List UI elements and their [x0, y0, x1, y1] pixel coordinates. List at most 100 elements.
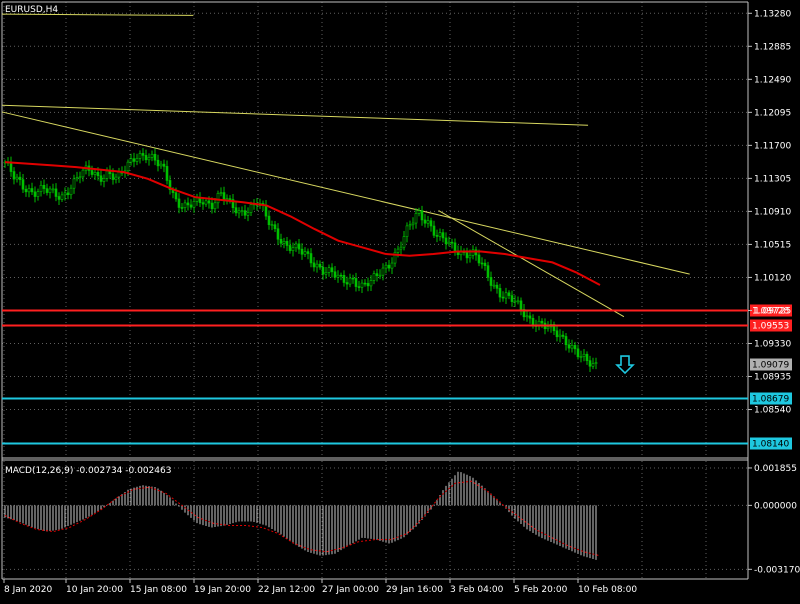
candle-body — [381, 267, 385, 276]
candle-body — [588, 360, 592, 367]
axes-frame — [1, 1, 749, 580]
candle-body — [321, 266, 325, 275]
price-axis[interactable]: 1.13280 1.12885 1.12490 1.12095 1.11700 1.113… — [748, 9, 791, 416]
candle-body — [249, 204, 253, 213]
trendline[interactable] — [438, 210, 625, 318]
time-tick-label: 27 Jan 00:00 — [322, 585, 379, 595]
time-axis[interactable]: 8 Jan 2020 10 Jan 20:00 15 Jan 08:00 19 Jan… — [3, 579, 637, 595]
candle-body — [246, 212, 250, 216]
candle-body — [117, 171, 121, 178]
candle-body — [93, 172, 97, 175]
candle-body — [141, 153, 145, 156]
candle-body — [81, 169, 85, 178]
price-tick-label: 1.09330 — [754, 339, 791, 349]
price-tick-label: 1.12095 — [754, 108, 791, 118]
candle-body — [432, 225, 436, 236]
candle-body — [39, 184, 43, 192]
level-price-tag — [750, 437, 792, 450]
time-tick-label: 10 Jan 20:00 — [66, 585, 123, 595]
price-tick-label: 1.08935 — [754, 372, 791, 382]
candle-body — [15, 176, 19, 180]
candle-body — [270, 224, 274, 226]
candle-body — [228, 198, 232, 200]
candle-body — [570, 345, 574, 349]
candle-body — [420, 210, 424, 221]
candle-body — [378, 274, 382, 277]
candle-body — [273, 224, 277, 230]
trendline[interactable] — [1, 13, 194, 16]
macd-tick-label: -0.003170 — [754, 565, 800, 575]
candle-body — [51, 188, 55, 191]
candle-body — [183, 202, 187, 208]
trendline[interactable] — [1, 111, 690, 275]
candle-body — [450, 241, 454, 244]
candle-body — [339, 274, 343, 277]
macd-tick-label: 0.000000 — [754, 501, 797, 511]
candle-body — [336, 274, 340, 278]
candle-body — [408, 224, 412, 227]
candle-body — [42, 184, 46, 189]
candle-body — [303, 251, 307, 255]
candle-body — [348, 277, 352, 285]
signal-markers — [615, 355, 635, 375]
candle-body — [285, 240, 289, 246]
macd-pane — [4, 471, 601, 560]
candle-body — [540, 320, 544, 324]
candle-body — [528, 315, 532, 319]
candle-body — [69, 187, 73, 196]
price-tick-label: 1.11305 — [754, 174, 791, 184]
price-tick-label: 1.10120 — [754, 273, 791, 283]
candle-body — [12, 171, 16, 180]
candle-body — [507, 292, 511, 296]
candle-body — [66, 192, 70, 196]
time-tick-label: 5 Feb 20:00 — [514, 585, 568, 595]
moving-average — [4, 161, 601, 286]
candle-body — [54, 188, 58, 197]
price-tick-label: 1.12490 — [754, 75, 791, 85]
trendline[interactable] — [1, 104, 589, 126]
candle-body — [237, 210, 241, 214]
candle-body — [594, 362, 598, 364]
candle-body — [324, 272, 328, 275]
time-tick-label: 3 Feb 04:00 — [450, 585, 504, 595]
candle-body — [576, 348, 580, 358]
candle-body — [429, 220, 433, 227]
candle-body — [9, 162, 13, 172]
candle-body — [300, 248, 304, 255]
candle-body — [192, 201, 196, 208]
candle-body — [489, 277, 493, 286]
candle-body — [150, 153, 154, 158]
candle-body — [174, 192, 178, 200]
candle-body — [156, 159, 160, 167]
candle-body — [294, 243, 298, 249]
candle-body — [453, 242, 457, 252]
candle-body — [216, 193, 220, 204]
horizontal-levels[interactable]: 1.09728 1.09553 1.09079 1.08679 1.08140 — [2, 304, 792, 450]
price-tick-label: 1.08540 — [754, 406, 791, 416]
candle-body — [162, 163, 166, 167]
candle-body — [510, 295, 514, 302]
candle-body — [375, 273, 379, 276]
candle-body — [129, 158, 133, 163]
trendlines[interactable] — [1, 13, 690, 318]
candle-body — [312, 262, 316, 268]
candle-body — [426, 220, 430, 224]
candle-body — [306, 251, 310, 254]
macd-title: MACD(12,26,9) -0.002734 -0.002463 — [5, 466, 171, 476]
candle-body — [186, 202, 190, 206]
candle-body — [399, 246, 403, 250]
candle-body — [411, 222, 415, 226]
candle-body — [558, 334, 562, 338]
candle-body — [483, 262, 487, 266]
candle-body — [585, 353, 589, 361]
candle-body — [21, 179, 25, 190]
candle-body — [234, 207, 238, 214]
candle-body — [33, 191, 37, 197]
candle-body — [555, 330, 559, 338]
candle-body — [201, 202, 205, 205]
candle-body — [582, 353, 586, 357]
candle-body — [546, 326, 550, 330]
candle-body — [282, 240, 286, 244]
